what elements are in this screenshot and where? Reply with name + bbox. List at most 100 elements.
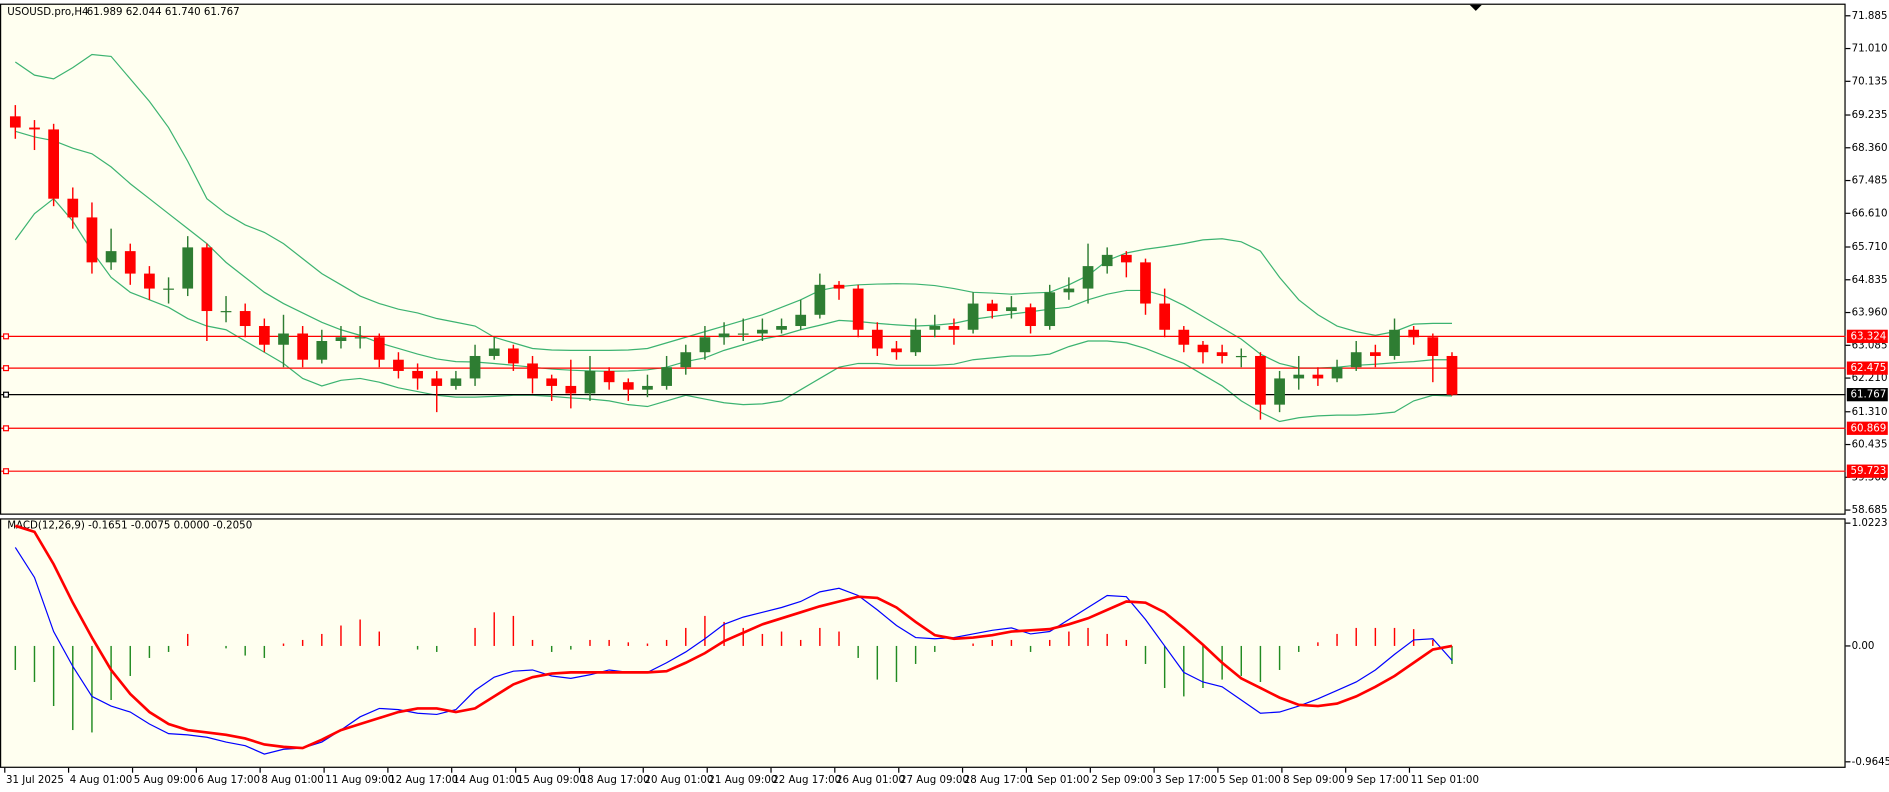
candle-body bbox=[852, 288, 864, 330]
candle-body bbox=[1044, 292, 1056, 327]
y-tick-label: 66.610 bbox=[1852, 207, 1888, 219]
candle-body bbox=[929, 326, 941, 330]
candle-body bbox=[757, 329, 768, 334]
x-tick-label: 14 Aug 01:00 bbox=[453, 774, 522, 786]
y-tick-label: 1.0223 bbox=[1852, 517, 1888, 529]
candle-body bbox=[680, 352, 692, 368]
candle-body bbox=[1101, 254, 1113, 267]
level-handle bbox=[3, 333, 10, 340]
candle-body bbox=[1274, 378, 1285, 405]
x-tick-label: 28 Aug 17:00 bbox=[964, 774, 1033, 786]
candle-body bbox=[891, 348, 902, 353]
candle-body bbox=[1446, 355, 1458, 395]
candle-body bbox=[297, 333, 309, 360]
y-tick-label: 62.210 bbox=[1852, 372, 1888, 384]
x-tick-label: 12 Aug 17:00 bbox=[389, 774, 458, 786]
macd-label: MACD(12,26,9) -0.1651 -0.0075 0.0000 -0.… bbox=[7, 520, 252, 532]
macd-line bbox=[14, 547, 1453, 755]
x-tick-label: 2 Sep 09:00 bbox=[1092, 774, 1154, 786]
candle-body bbox=[412, 370, 423, 379]
level-label: 63.324 bbox=[1850, 330, 1886, 342]
candle-body bbox=[642, 385, 653, 390]
x-tick-label: 5 Sep 01:00 bbox=[1219, 774, 1281, 786]
level-label-bg bbox=[1846, 361, 1888, 375]
x-tick-label: 27 Aug 09:00 bbox=[900, 774, 969, 786]
candle-body bbox=[163, 288, 174, 290]
candle-body bbox=[1408, 329, 1420, 338]
candle-body bbox=[201, 247, 213, 312]
shift-marker bbox=[1469, 4, 1482, 11]
candle-body bbox=[1197, 344, 1209, 353]
candle-body bbox=[1063, 288, 1075, 293]
candle-body bbox=[718, 333, 730, 338]
candle-body bbox=[1331, 367, 1343, 379]
candle-body bbox=[1293, 374, 1305, 379]
level-handle bbox=[3, 425, 10, 432]
candle-body bbox=[1369, 352, 1381, 356]
candle-body bbox=[1427, 337, 1439, 356]
x-tick-label: 4 Aug 01:00 bbox=[70, 774, 132, 786]
macd-panel bbox=[0, 518, 1846, 768]
y-tick-label: 67.485 bbox=[1852, 175, 1888, 187]
candle-body bbox=[278, 333, 289, 345]
ohlc-label: 61.989 62.044 61.740 61.767 bbox=[87, 6, 240, 18]
candle-body bbox=[1216, 352, 1228, 356]
y-tick-label: 0.00 bbox=[1852, 640, 1875, 652]
candle-body bbox=[1140, 262, 1151, 304]
candle-body bbox=[814, 284, 826, 315]
candle-body bbox=[1235, 355, 1247, 358]
level-handle bbox=[3, 468, 10, 475]
y-tick-label: 71.010 bbox=[1852, 43, 1888, 55]
x-tick-label: 3 Sep 17:00 bbox=[1155, 774, 1217, 786]
candle-body bbox=[1178, 329, 1190, 345]
x-tick-label: 21 Aug 09:00 bbox=[708, 774, 777, 786]
x-tick-label: 8 Sep 09:00 bbox=[1283, 774, 1345, 786]
candle-body bbox=[737, 333, 749, 335]
x-tick-label: 20 Aug 01:00 bbox=[644, 774, 713, 786]
x-tick-label: 15 Aug 09:00 bbox=[517, 774, 586, 786]
candle-body bbox=[1350, 352, 1362, 368]
bollinger-band bbox=[14, 53, 1452, 351]
x-tick-label: 8 Aug 01:00 bbox=[261, 774, 323, 786]
y-tick-label: 65.710 bbox=[1852, 241, 1888, 253]
level-label: 62.475 bbox=[1850, 362, 1886, 374]
candle-body bbox=[948, 326, 960, 330]
y-tick-label: 61.310 bbox=[1852, 406, 1888, 418]
candle-body bbox=[1082, 266, 1094, 289]
candle-body bbox=[795, 314, 807, 327]
candle-body bbox=[67, 198, 79, 218]
bollinger-band bbox=[14, 197, 1453, 423]
level-handle bbox=[3, 391, 10, 398]
candle-body bbox=[220, 311, 232, 313]
candle-body bbox=[565, 385, 577, 394]
candle-body bbox=[1025, 307, 1036, 327]
candle-body bbox=[354, 337, 366, 339]
candle-body bbox=[431, 378, 443, 386]
candle-body bbox=[393, 359, 404, 371]
y-tick-label: 68.360 bbox=[1852, 142, 1888, 154]
candle-body bbox=[699, 337, 711, 353]
x-tick-label: 6 Aug 17:00 bbox=[198, 774, 260, 786]
x-tick-label: 18 Aug 17:00 bbox=[581, 774, 650, 786]
candle-body bbox=[967, 303, 979, 330]
x-tick-label: 11 Sep 01:00 bbox=[1411, 774, 1479, 786]
candle-body bbox=[1312, 374, 1324, 379]
candle-body bbox=[182, 247, 194, 289]
candle-body bbox=[986, 303, 998, 312]
level-label-bg bbox=[1846, 329, 1888, 343]
candle-body bbox=[86, 217, 98, 263]
candle-body bbox=[910, 329, 921, 353]
macd-line bbox=[14, 524, 1453, 750]
price-panel bbox=[0, 3, 1846, 515]
candle-body bbox=[450, 378, 462, 386]
level-label-bg bbox=[1846, 421, 1888, 435]
y-tick-label: 69.235 bbox=[1852, 109, 1888, 121]
y-tick-label: 58.685 bbox=[1852, 504, 1888, 516]
candle-body bbox=[239, 311, 251, 327]
candle-body bbox=[488, 348, 500, 356]
candle-body bbox=[546, 378, 558, 386]
candle-body bbox=[1159, 303, 1171, 330]
candle-body bbox=[1120, 254, 1132, 263]
